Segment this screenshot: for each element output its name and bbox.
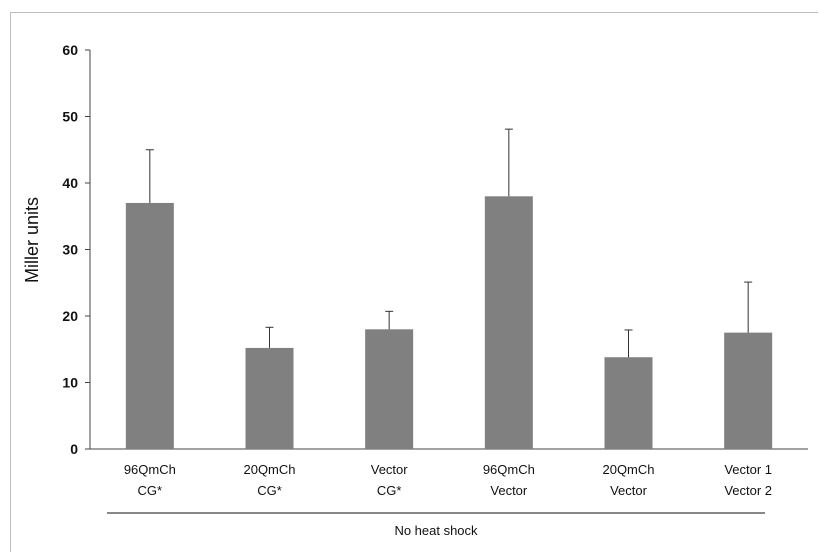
category-labels: 96QmCh CG* 20QmCh CG* Vector CG* 96QmCh Vector 2… — [124, 462, 772, 498]
y-tick-label: 10 — [62, 375, 78, 391]
y-tick-label: 50 — [62, 109, 78, 125]
category-label: Vector 2 — [724, 483, 772, 498]
bar — [245, 347, 294, 449]
y-axis-title: Miller units — [22, 197, 42, 283]
category-label: Vector 1 — [724, 462, 772, 477]
category-label: 20QmCh — [602, 462, 654, 477]
bar — [125, 202, 174, 449]
category-label: Vector — [490, 483, 528, 498]
y-tick-label: 60 — [62, 42, 78, 58]
category-label: Vector — [371, 462, 409, 477]
group-label: No heat shock — [394, 523, 478, 538]
error-bars — [145, 128, 753, 358]
category-label: 96QmCh — [483, 462, 535, 477]
y-tick-label: 40 — [62, 175, 78, 191]
category-label: CG* — [138, 483, 163, 498]
category-label: 96QmCh — [124, 462, 176, 477]
bar — [724, 332, 773, 449]
bar — [604, 357, 653, 449]
category-label: Vector — [610, 483, 648, 498]
y-tick-label: 20 — [62, 308, 78, 324]
y-axis: 0 10 20 30 40 50 60 — [62, 42, 91, 457]
category-label: CG* — [377, 483, 402, 498]
bar — [484, 196, 533, 449]
y-tick-label: 30 — [62, 242, 78, 258]
bar — [365, 329, 414, 449]
bars — [125, 196, 773, 449]
chart-frame — [10, 12, 818, 552]
category-label: 20QmCh — [243, 462, 295, 477]
y-tick-label: 0 — [70, 441, 78, 457]
category-label: CG* — [257, 483, 282, 498]
